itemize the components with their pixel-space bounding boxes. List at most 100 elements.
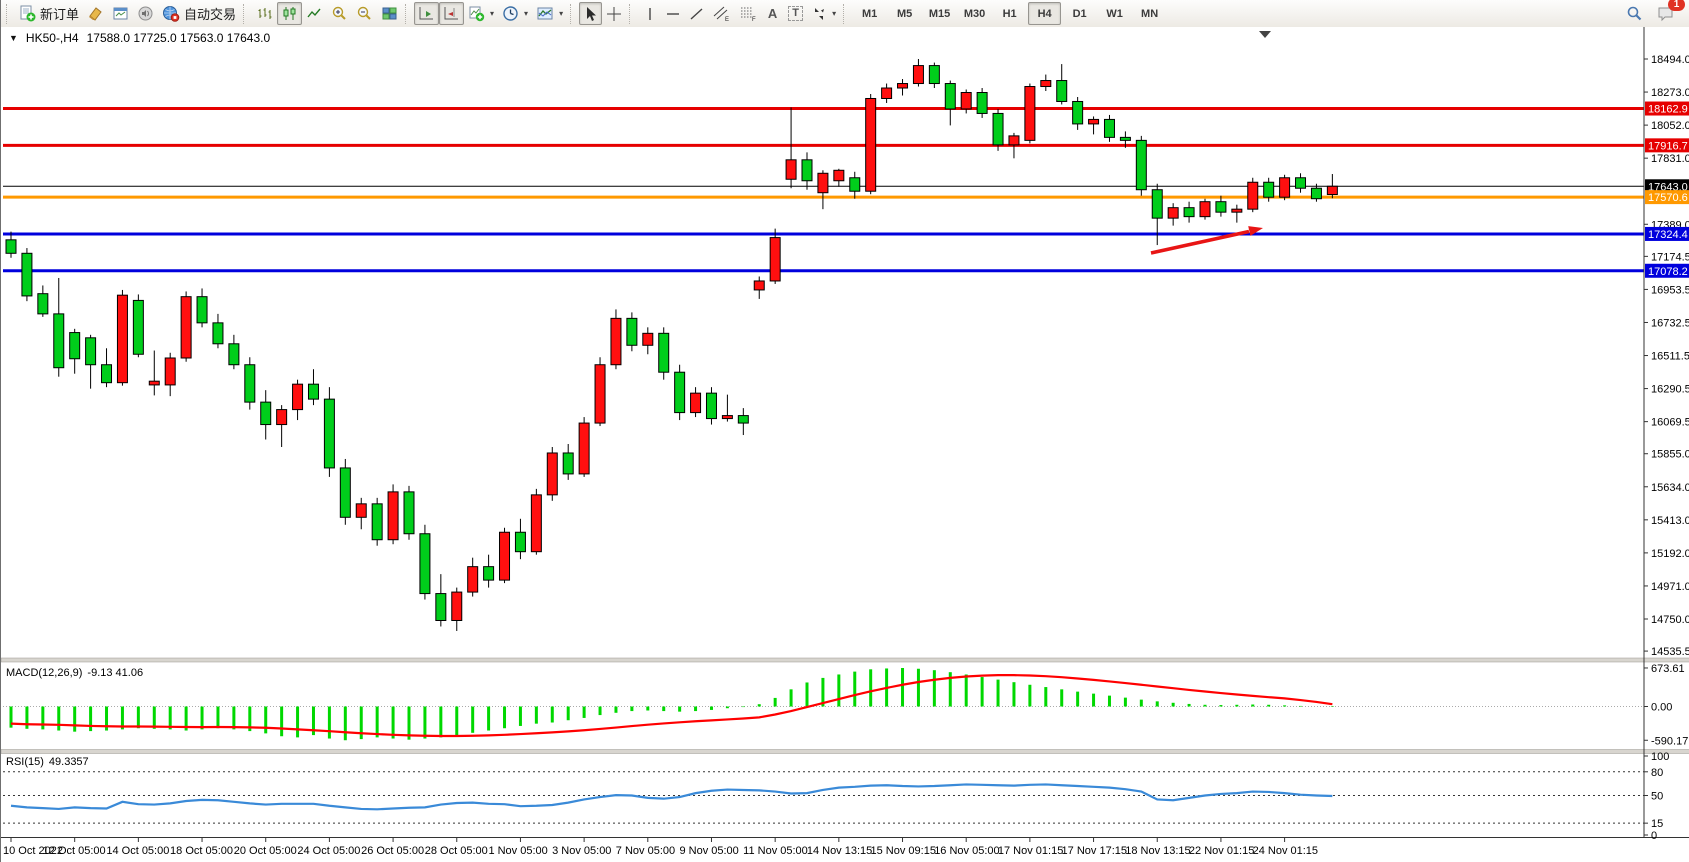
timeframe-button-mn[interactable]: MN	[1141, 7, 1159, 20]
zoom-out-button[interactable]	[352, 2, 377, 25]
chart-shift-button[interactable]	[439, 2, 465, 25]
timeframe-button-w1[interactable]: W1	[1106, 7, 1123, 20]
bear-candle	[21, 252, 33, 297]
chart-window-button[interactable]	[108, 2, 133, 25]
bull-candle	[817, 172, 829, 194]
bar-chart-button[interactable]	[252, 2, 277, 25]
bull-candle	[355, 503, 367, 518]
add-indicator-icon	[469, 6, 485, 22]
timeframe-group: M1 M5 M15 M30 H1 H4 D1 W1 MN	[852, 2, 1167, 25]
price-tick-label: 18273.0	[1651, 87, 1689, 99]
bull-candle	[292, 383, 304, 411]
bull-candle	[594, 364, 606, 424]
chart-symbol-period: HK50-,H4	[25, 31, 79, 45]
price-tick-label: 16511.5	[1651, 351, 1689, 363]
trend-arrow[interactable]	[1150, 229, 1250, 255]
periods-button[interactable]: ▾	[498, 2, 532, 25]
clock-icon	[503, 6, 518, 21]
fibonacci-tool-button[interactable]: F	[735, 2, 761, 25]
price-tick-label: 17174.5	[1651, 251, 1689, 263]
timeframe-button-h1[interactable]: H1	[1002, 7, 1017, 20]
timeframe-button-m5[interactable]: M5	[896, 7, 913, 20]
bear-candle	[483, 566, 495, 581]
crosshair-tool-button[interactable]	[602, 2, 626, 25]
zoom-out-icon	[357, 6, 371, 20]
timeframe-button-m30[interactable]: M30	[963, 7, 986, 20]
main-toolbar: 新订单 自动交易	[1, 0, 1689, 28]
chart-canvas[interactable]: 18494.018273.018052.017831.017389.017174…	[1, 27, 1689, 862]
sound-button[interactable]	[133, 2, 158, 25]
bear-candle	[674, 371, 686, 414]
timeframe-button-m15[interactable]: M15	[928, 7, 951, 20]
bear-candle	[849, 177, 861, 192]
bear-candle	[228, 343, 240, 366]
notifications-button[interactable]: 1	[1653, 0, 1685, 25]
search-button[interactable]	[1622, 2, 1647, 25]
time-tick-label: 20 Oct 05:00	[234, 845, 297, 857]
dropdown-caret-icon: ▾	[832, 9, 837, 18]
macd-tick-label: 673.61	[1651, 663, 1685, 675]
tile-windows-button[interactable]	[377, 2, 402, 25]
text-label-tool-button[interactable]: T	[784, 2, 807, 25]
bull-candle	[467, 566, 479, 593]
timeframe-button-h4[interactable]: H4	[1028, 2, 1062, 25]
line-chart-button[interactable]	[302, 2, 327, 25]
trend-arrow-head[interactable]	[1248, 226, 1263, 236]
equidistant-channel-tool-button[interactable]: E	[709, 2, 735, 25]
chart-window[interactable]: ▼ HK50-,H4 17588.0 17725.0 17563.0 17643…	[1, 27, 1689, 862]
bear-candle	[1151, 189, 1163, 219]
trendline-tool-button[interactable]	[685, 2, 709, 25]
price-tick-label: 14750.0	[1651, 614, 1689, 626]
timeframe-button-d1[interactable]: D1	[1072, 7, 1087, 20]
bear-candle	[260, 401, 272, 426]
time-tick-label: 28 Oct 05:00	[425, 845, 488, 857]
add-indicator-button[interactable]: ▾	[464, 2, 498, 25]
rsi-tick-label: 80	[1651, 767, 1663, 779]
pane-separator[interactable]	[1, 749, 1689, 754]
time-tick-label: 16 Nov 05:00	[934, 845, 999, 857]
time-tick-label: 15 Nov 09:15	[871, 845, 936, 857]
bear-candle	[212, 322, 224, 345]
templates-button[interactable]: ▾	[532, 2, 567, 25]
horizontal-line-icon	[667, 12, 680, 15]
bear-candle	[928, 65, 940, 85]
dropdown-caret-icon: ▾	[524, 9, 529, 18]
price-line-tag	[1645, 101, 1689, 116]
bear-candle	[69, 332, 81, 360]
vertical-line-tool-button[interactable]	[638, 2, 661, 25]
bull-candle	[753, 280, 765, 291]
arrows-tool-button[interactable]: ▾	[807, 2, 840, 25]
auto-scroll-button[interactable]	[414, 2, 440, 25]
chart-shift-marker[interactable]	[1259, 31, 1271, 38]
bull-candle	[387, 491, 399, 541]
new-order-button[interactable]: 新订单	[15, 2, 83, 25]
text-tool-button[interactable]: A	[761, 2, 784, 25]
trendline-icon	[690, 7, 703, 20]
new-order-label: 新订单	[40, 7, 80, 22]
dropdown-caret-icon: ▾	[490, 9, 495, 18]
bull-candle	[451, 591, 463, 621]
dropdown-caret-icon: ▾	[559, 9, 564, 18]
bear-candle	[1263, 181, 1275, 198]
svg-text:F: F	[752, 17, 756, 22]
auto-trading-button[interactable]: 自动交易	[158, 2, 240, 25]
zoom-in-button[interactable]	[327, 2, 352, 25]
horizontal-line-tool-button[interactable]	[661, 2, 685, 25]
bull-candle	[164, 357, 176, 386]
template-icon	[537, 7, 553, 20]
time-tick-label: 7 Nov 05:00	[616, 845, 675, 857]
timeframe-button-m1[interactable]: M1	[861, 7, 878, 20]
candlestick-chart-button[interactable]	[277, 2, 303, 25]
bull-candle	[960, 92, 972, 110]
bull-candle	[833, 169, 845, 182]
candlestick-chart-icon	[283, 7, 296, 20]
chart-collapse-icon[interactable]: ▼	[9, 33, 18, 43]
eraser-button[interactable]	[83, 2, 108, 25]
price-line-tag-label: 17916.7	[1648, 140, 1688, 152]
pane-separator[interactable]	[1, 657, 1689, 663]
cursor-tool-button[interactable]	[579, 2, 603, 25]
price-tick-label: 16069.5	[1651, 417, 1689, 429]
bull-candle	[1231, 208, 1243, 213]
bear-candle	[1135, 139, 1147, 191]
bull-candle	[530, 494, 542, 553]
